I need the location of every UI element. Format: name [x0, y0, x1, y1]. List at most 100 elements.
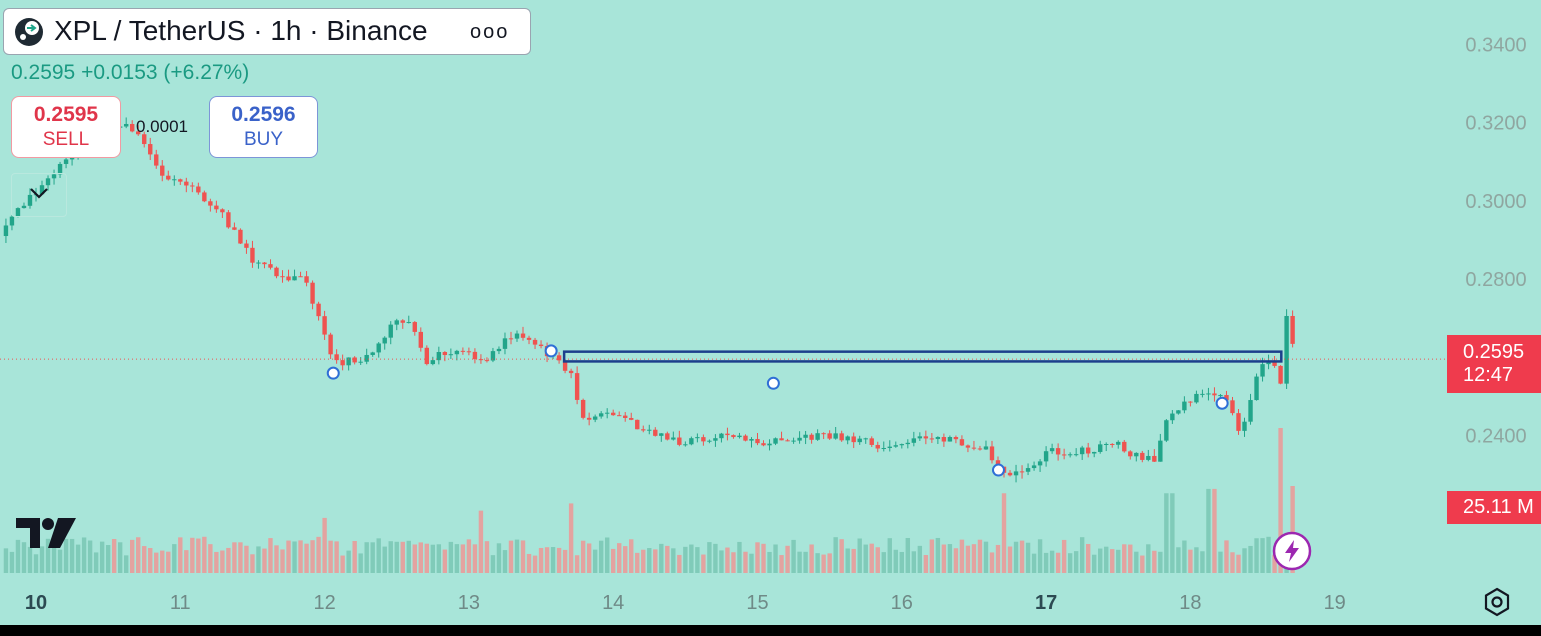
candle: [1254, 376, 1259, 401]
volume-bar: [911, 551, 917, 573]
candle: [809, 434, 814, 440]
candle: [995, 460, 1001, 467]
volume-bar: [93, 552, 99, 573]
volume-bar: [310, 540, 315, 573]
volume-bar: [935, 537, 941, 573]
candle: [45, 178, 51, 186]
candle: [436, 352, 442, 361]
signal-marker: [766, 376, 780, 390]
candle: [1049, 448, 1055, 452]
volume-bar: [1200, 551, 1205, 573]
volume-bar: [737, 541, 742, 573]
candle: [1073, 454, 1079, 456]
volume-bar: [1188, 549, 1193, 573]
chevron-down-icon: [30, 188, 48, 199]
candle: [917, 436, 923, 439]
symbol-header[interactable]: XPL / TetherUS · 1h · Binance ooo: [3, 8, 531, 55]
candle: [1146, 455, 1151, 460]
collapse-legend-button[interactable]: [11, 173, 67, 217]
volume-bar: [683, 546, 688, 573]
candle: [983, 446, 989, 450]
candle: [803, 434, 808, 438]
candle: [39, 185, 45, 195]
candle: [202, 192, 207, 202]
buy-label: BUY: [243, 129, 284, 150]
volume-bar: [929, 539, 935, 573]
candle: [695, 437, 700, 439]
volume-bar: [869, 543, 874, 573]
signal-marker: [1215, 396, 1229, 410]
candle: [196, 186, 201, 193]
time-axis-label: 13: [458, 592, 480, 614]
candle: [701, 437, 706, 442]
time-axis-label: 10: [25, 592, 47, 614]
volume-bar: [791, 539, 796, 573]
volume-bar: [478, 510, 484, 573]
volume-bar: [893, 549, 898, 573]
volume-bar: [1061, 539, 1067, 573]
volume-bar: [1019, 540, 1025, 573]
buy-button[interactable]: 0.2596 BUY: [209, 96, 318, 158]
volume-bar: [1013, 541, 1019, 573]
volume-bar: [544, 547, 550, 573]
volume-bar: [45, 538, 51, 573]
volume-bar: [1104, 546, 1109, 573]
volume-bar: [87, 540, 93, 573]
volume-bar: [899, 551, 904, 573]
symbol-title: XPL / TetherUS · 1h · Binance: [54, 15, 428, 46]
candle: [1248, 400, 1253, 422]
candle: [520, 333, 526, 338]
volume-bar: [190, 537, 195, 573]
volume-bar: [376, 538, 381, 573]
candle: [845, 436, 850, 441]
volume-bar: [611, 548, 616, 573]
time-axis-label: 18: [1179, 592, 1201, 614]
candle: [797, 437, 802, 441]
candle: [1116, 441, 1121, 445]
candle: [478, 359, 484, 361]
lightning-icon[interactable]: [1272, 531, 1312, 571]
more-options-button[interactable]: ooo: [470, 21, 510, 43]
candle: [875, 444, 880, 449]
volume-bar: [797, 551, 802, 573]
volume-bar: [370, 542, 375, 573]
candle: [1152, 455, 1157, 462]
volume-bar: [196, 538, 201, 573]
candle: [959, 439, 965, 446]
candle: [923, 436, 929, 439]
volume-bar: [298, 540, 303, 573]
sell-button[interactable]: 0.2595 SELL: [11, 96, 121, 158]
volume-bar: [809, 544, 814, 573]
hexagon-settings-icon[interactable]: [1481, 586, 1513, 618]
candle: [328, 334, 333, 355]
candle: [1284, 315, 1289, 384]
volume-bar: [490, 555, 496, 573]
candle: [749, 439, 754, 441]
candle: [1272, 360, 1277, 366]
volume-bar: [502, 550, 508, 573]
candle: [214, 205, 219, 210]
volume-bar: [262, 548, 267, 573]
drawn-rectangle[interactable]: [562, 350, 1283, 363]
candle: [965, 445, 971, 448]
sell-label: SELL: [42, 129, 90, 150]
candle: [893, 445, 898, 447]
time-axis-label: 14: [602, 592, 624, 614]
tradingview-logo-icon[interactable]: [14, 516, 78, 550]
volume-bar: [863, 544, 868, 573]
volume-bar: [1067, 553, 1073, 573]
candle: [1079, 447, 1085, 455]
price-axis[interactable]: 0.2400 0.2800 0.3000 0.3200 0.3400: [1465, 35, 1526, 448]
candle: [604, 412, 610, 414]
time-axis[interactable]: 10 11 12 13 14 15 16 17 18 19: [25, 592, 1346, 614]
candle: [611, 412, 616, 416]
candle: [1218, 395, 1223, 397]
candle: [1067, 454, 1073, 456]
candle: [232, 227, 237, 230]
candle: [1188, 401, 1193, 403]
candle: [1104, 443, 1109, 445]
quote-line: 0.2595 +0.0153 (+6.27%): [11, 61, 249, 85]
candle: [3, 225, 9, 237]
volume-bar: [123, 555, 129, 573]
